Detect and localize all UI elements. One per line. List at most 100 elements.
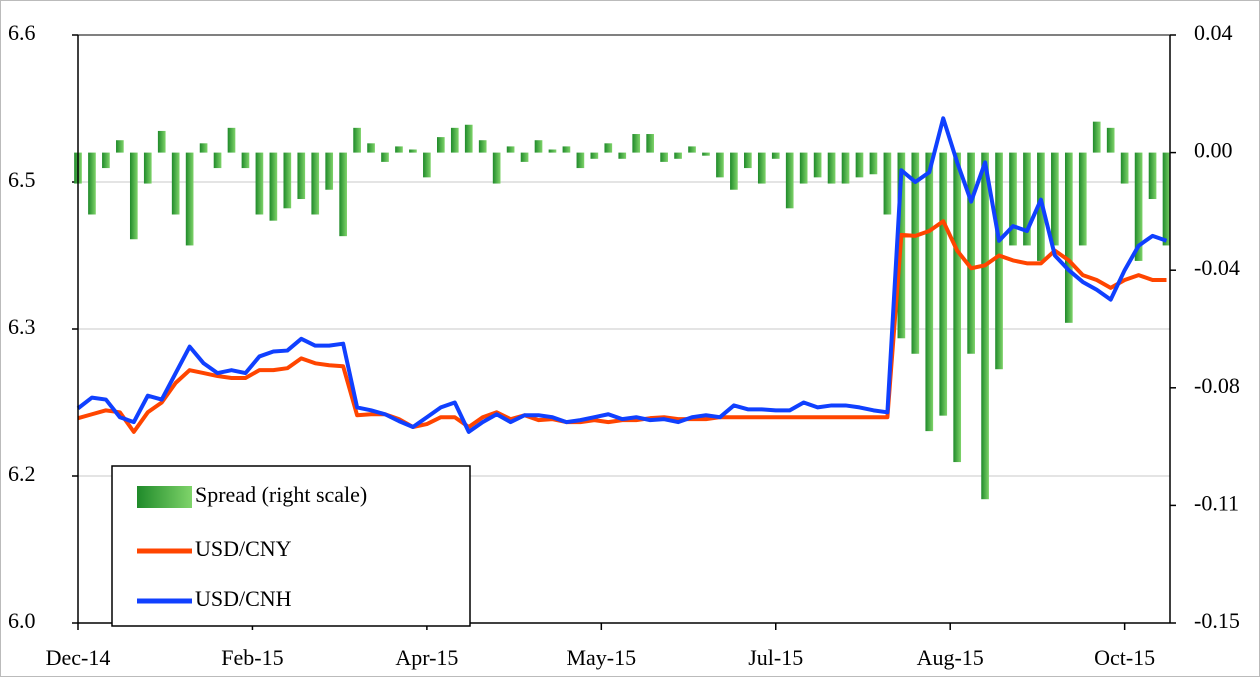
x-tick-label: Jul-15 <box>748 645 803 670</box>
spread-bar <box>1051 152 1059 246</box>
spread-bar <box>730 152 738 190</box>
series-line <box>76 116 1168 434</box>
spread-bar <box>171 152 180 215</box>
spread-bar <box>869 152 878 175</box>
spread-bar <box>562 146 571 153</box>
spread-bar <box>744 152 752 169</box>
spread-bar <box>129 152 138 240</box>
spread-bar <box>1134 152 1143 261</box>
spread-bar <box>297 152 306 200</box>
spread-bar <box>102 152 110 169</box>
spread-bar <box>632 134 641 153</box>
spread-bar <box>827 152 836 184</box>
spread-bar <box>464 124 473 153</box>
spread-bar <box>311 152 320 215</box>
y-tick-label: 6.6 <box>8 20 36 45</box>
spread-bar <box>227 127 236 153</box>
spread-bar <box>1009 152 1017 246</box>
spread-bar <box>799 152 808 184</box>
y-tick-label: 6.2 <box>8 461 36 486</box>
spread-bar <box>423 152 431 178</box>
x-tick-label: Apr-15 <box>395 645 458 670</box>
spread-bar <box>339 152 347 237</box>
plot-area: 6.0 6.2 6.3 6.5 6.6 -0.15 -0.11 -0.08 -0.04 0.00 0… <box>8 20 1240 670</box>
x-tick-label: Dec-14 <box>46 645 111 670</box>
spread-bar <box>1148 152 1157 200</box>
x-tick-label: May-15 <box>566 645 636 670</box>
y-tick-label: 6.3 <box>8 314 36 339</box>
spread-bar <box>269 152 278 221</box>
y2-tick-label: -0.04 <box>1194 255 1240 280</box>
spread-bar <box>813 152 822 178</box>
spread-bar <box>478 140 487 153</box>
spread-bar <box>967 152 975 354</box>
legend-label: USD/CNH <box>195 586 292 611</box>
legend-swatch <box>137 486 192 508</box>
spread-bar <box>855 152 864 178</box>
spread-bar <box>325 152 334 190</box>
x-tick-label: Oct-15 <box>1094 645 1155 670</box>
x-tick-label: Feb-15 <box>221 645 283 670</box>
spread-bar <box>88 152 96 215</box>
spread-bar <box>381 152 389 162</box>
y2-tick-label: 0.04 <box>1194 20 1233 45</box>
spread-bar <box>841 152 850 184</box>
spread-bar <box>674 152 682 159</box>
spread-bar <box>1162 152 1171 246</box>
spread-bar <box>520 152 529 162</box>
spread-bar <box>618 152 627 159</box>
y2-tick-label: 0.00 <box>1194 138 1233 163</box>
spread-bar <box>436 137 445 153</box>
legend-label: Spread (right scale) <box>195 482 367 507</box>
y2-tick-label: -0.08 <box>1194 373 1240 398</box>
y-tick-label: 6.0 <box>8 608 36 633</box>
spread-bar <box>883 152 892 215</box>
spread-bar <box>116 140 124 153</box>
spread-bar <box>1023 152 1031 246</box>
spread-bar <box>534 140 543 153</box>
spread-bar <box>590 152 599 159</box>
y2-tick-label: -0.15 <box>1194 608 1240 633</box>
spread-bar <box>1106 127 1115 153</box>
spread-bar <box>409 149 417 153</box>
spread-bar <box>604 143 613 153</box>
spread-bar <box>785 152 794 209</box>
spread-bar <box>1120 152 1129 184</box>
spread-bar <box>1078 152 1087 246</box>
spread-bar <box>255 152 264 215</box>
spread-bar <box>1092 121 1101 153</box>
spread-bar <box>185 152 194 246</box>
spread-bar <box>702 152 710 156</box>
spread-bar <box>925 152 934 432</box>
spread-bar <box>492 152 501 184</box>
y2-tick-label: -0.11 <box>1194 490 1239 515</box>
spread-bar <box>157 130 166 153</box>
spread-bar <box>911 152 920 354</box>
spread-bar <box>576 152 585 169</box>
spread-bar <box>241 152 250 169</box>
spread-bar <box>981 152 989 500</box>
spread-bar <box>213 152 222 169</box>
y-tick-label: 6.5 <box>8 167 36 192</box>
legend: Spread (right scale) USD/CNY USD/CNH <box>111 465 471 627</box>
spread-bar <box>995 152 1003 370</box>
spread-bar <box>716 152 724 178</box>
spread-bar <box>143 152 152 184</box>
spread-bar <box>646 134 655 153</box>
legend-label: USD/CNY <box>195 536 292 561</box>
spread-bar <box>771 152 780 159</box>
spread-bar <box>353 127 361 153</box>
spread-bar <box>939 152 948 416</box>
spread-bar <box>1064 152 1073 323</box>
x-tick-label: Aug-15 <box>917 645 984 670</box>
spread-bar <box>688 146 696 153</box>
spread-bar <box>660 152 668 162</box>
spread-bar <box>953 152 962 463</box>
spread-bar <box>506 146 515 153</box>
spread-bar <box>199 143 208 153</box>
spread-bar <box>367 143 375 153</box>
spread-bar <box>450 127 459 153</box>
spread-bar <box>395 146 403 153</box>
spread-bar <box>283 152 292 209</box>
